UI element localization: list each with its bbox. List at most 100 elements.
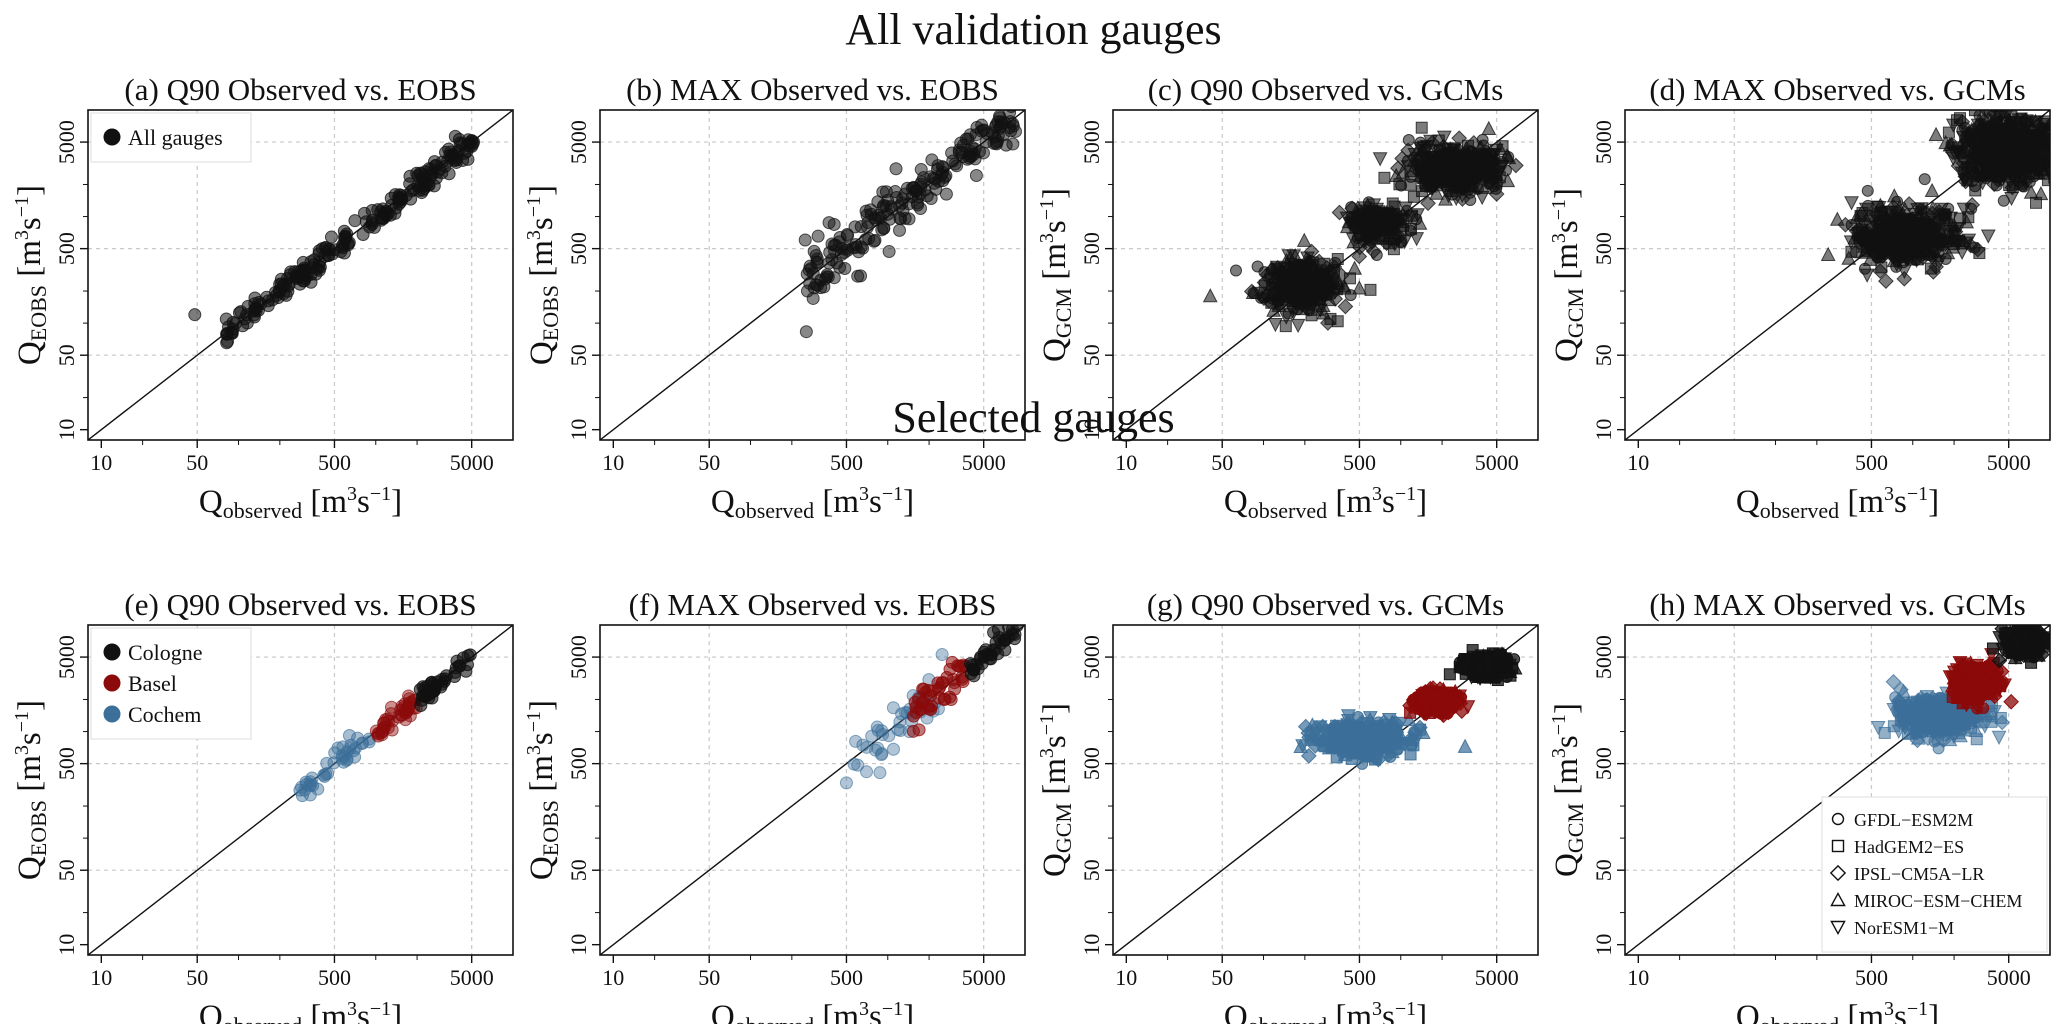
- point-cologne: [1008, 627, 1022, 641]
- point-all-gauges: [1362, 234, 1375, 247]
- point-all-gauges: [1969, 184, 1982, 197]
- point-all-gauges: [1407, 190, 1420, 203]
- point-cochem: [337, 755, 351, 769]
- point-cochem: [1373, 733, 1389, 748]
- point-basel: [2003, 693, 2019, 710]
- point-all-gauges: [920, 189, 934, 203]
- point-basel: [374, 726, 388, 740]
- point-all-gauges: [1933, 213, 1946, 226]
- point-all-gauges: [1443, 167, 1456, 180]
- point-all-gauges: [1415, 121, 1428, 134]
- point-all-gauges: [1484, 147, 1500, 163]
- point-all-gauges: [825, 253, 839, 267]
- point-cologne: [2015, 647, 2032, 664]
- x-tick-label: 5000: [1475, 965, 1519, 990]
- point-all-gauges: [1496, 140, 1509, 153]
- point-all-gauges: [465, 134, 479, 148]
- point-all-gauges: [798, 233, 812, 247]
- y-tick-label: 10: [54, 934, 79, 956]
- point-all-gauges: [1942, 126, 1955, 139]
- panel-title: (d) MAX Observed vs. GCMs: [1649, 72, 2025, 107]
- point-all-gauges: [964, 145, 978, 159]
- point-all-gauges: [2030, 115, 2043, 128]
- point-all-gauges: [234, 305, 248, 319]
- point-cologne: [998, 643, 1012, 657]
- y-tick-label: 5000: [566, 635, 591, 679]
- point-cochem: [860, 740, 874, 754]
- legend-a: All gauges: [90, 112, 252, 163]
- point-all-gauges: [1283, 285, 1298, 300]
- point-cochem: [1930, 708, 1946, 723]
- point-cologne: [413, 682, 427, 696]
- point-all-gauges: [1288, 271, 1305, 287]
- point-basel: [1977, 674, 1990, 687]
- x-tick-label: 5000: [450, 450, 494, 475]
- y-axis-label: QGCM [m3s−1]: [1036, 703, 1076, 877]
- point-cochem: [1387, 725, 1404, 742]
- point-all-gauges: [247, 304, 261, 318]
- point-all-gauges: [2062, 133, 2067, 144]
- y-axis-label: QEOBS [m3s−1]: [523, 700, 563, 880]
- point-all-gauges: [1950, 158, 1967, 174]
- legend-label: Cochem: [128, 702, 201, 727]
- x-tick-label: 500: [1855, 965, 1888, 990]
- point-basel: [1446, 701, 1459, 714]
- points-d: [1820, 110, 2067, 289]
- point-all-gauges: [882, 245, 896, 259]
- point-all-gauges: [1266, 302, 1282, 317]
- point-all-gauges: [2053, 142, 2066, 155]
- point-all-gauges: [854, 269, 868, 283]
- point-all-gauges: [240, 316, 254, 330]
- y-tick-label: 50: [1079, 344, 1104, 366]
- y-axis-label: QEOBS [m3s−1]: [11, 700, 51, 880]
- y-tick-label: 500: [1079, 232, 1104, 265]
- y-tick-label: 500: [566, 232, 591, 265]
- point-all-gauges: [448, 129, 462, 143]
- point-all-gauges: [2051, 133, 2062, 144]
- point-cochem: [1886, 702, 1902, 718]
- point-basel: [398, 703, 412, 717]
- x-tick-label: 50: [186, 965, 208, 990]
- point-all-gauges: [1906, 240, 1921, 255]
- point-all-gauges: [969, 168, 983, 182]
- point-cochem: [886, 701, 900, 715]
- point-all-gauges: [1869, 222, 1884, 237]
- point-all-gauges: [2001, 112, 2017, 127]
- point-all-gauges: [1912, 231, 1928, 246]
- point-all-gauges: [1921, 217, 1937, 233]
- x-tick-label: 5000: [962, 965, 1006, 990]
- x-tick-label: 10: [602, 450, 624, 475]
- point-all-gauges: [1928, 126, 1944, 141]
- points-c: [1202, 120, 1524, 334]
- point-cologne: [1991, 652, 2008, 669]
- point-all-gauges: [1858, 202, 1874, 218]
- point-all-gauges: [939, 187, 953, 201]
- point-all-gauges: [1398, 201, 1414, 216]
- y-tick-label: 5000: [54, 120, 79, 164]
- point-cochem: [1939, 723, 1952, 736]
- point-cochem: [893, 724, 907, 738]
- x-tick-label: 10: [1115, 965, 1137, 990]
- point-all-gauges: [1302, 284, 1319, 300]
- point-all-gauges: [864, 207, 878, 221]
- point-all-gauges: [1387, 227, 1404, 244]
- point-all-gauges: [818, 272, 832, 286]
- y-tick-label: 10: [54, 419, 79, 441]
- point-cochem: [304, 777, 318, 791]
- point-all-gauges: [1364, 283, 1377, 296]
- point-all-gauges: [225, 326, 239, 340]
- point-all-gauges: [1331, 253, 1344, 266]
- point-all-gauges: [1345, 201, 1358, 214]
- point-all-gauges: [451, 145, 465, 159]
- point-cochem: [1909, 702, 1925, 718]
- legend-marker: [103, 643, 121, 661]
- points-f: [839, 625, 1024, 790]
- point-all-gauges: [2054, 149, 2065, 160]
- point-all-gauges: [2062, 180, 2067, 191]
- point-cologne: [448, 665, 462, 679]
- y-tick-label: 5000: [1591, 120, 1616, 164]
- point-all-gauges: [1892, 213, 1909, 230]
